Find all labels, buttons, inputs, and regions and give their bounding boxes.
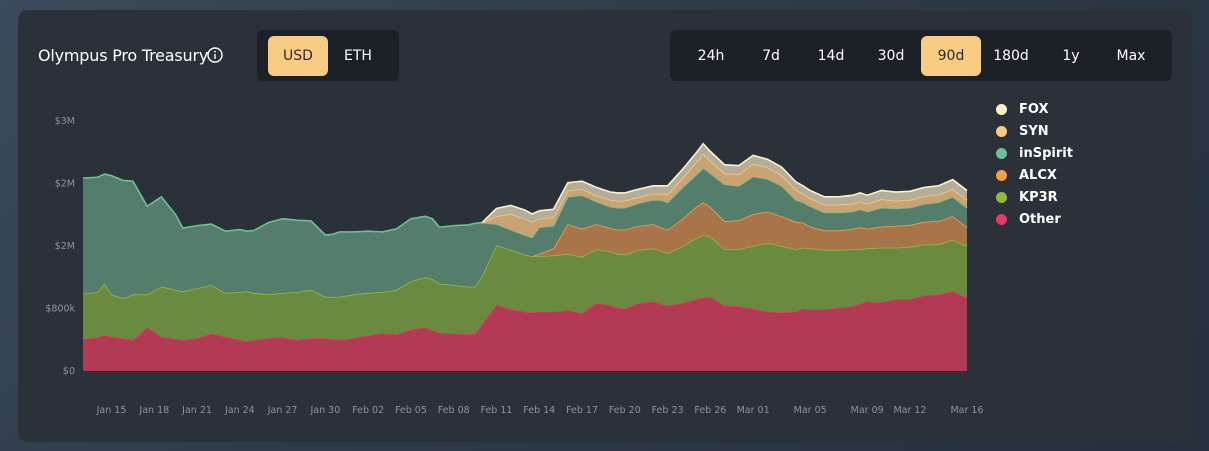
x-tick-label: Mar 12 bbox=[893, 405, 926, 416]
y-tick-label: $3M bbox=[55, 116, 75, 127]
x-tick-label: Mar 09 bbox=[851, 405, 884, 416]
timeframe-14d-button[interactable]: 14d bbox=[817, 48, 845, 64]
x-tick-label: Feb 17 bbox=[566, 405, 598, 416]
legend-item-other[interactable]: Other bbox=[996, 208, 1073, 230]
y-tick-label: $0 bbox=[63, 366, 75, 377]
legend-label: SYN bbox=[1019, 123, 1049, 139]
area-inspirit bbox=[83, 167, 967, 299]
x-tick-label: Feb 11 bbox=[481, 405, 513, 416]
info-icon[interactable] bbox=[207, 47, 223, 63]
legend-dot bbox=[996, 169, 1007, 181]
x-tick-label: Jan 30 bbox=[310, 405, 341, 416]
area-alcx bbox=[83, 202, 967, 299]
x-tick-label: Mar 01 bbox=[737, 405, 770, 416]
legend-label: Other bbox=[1019, 211, 1061, 227]
area-fox bbox=[83, 143, 967, 236]
legend-dot bbox=[996, 103, 1007, 115]
legend-item-syn[interactable]: SYN bbox=[996, 120, 1073, 142]
timeframe-24h-button[interactable]: 24h bbox=[697, 48, 725, 64]
legend-item-fox[interactable]: FOX bbox=[996, 98, 1073, 120]
x-tick-label: Feb 23 bbox=[652, 405, 684, 416]
timeframe-max-button[interactable]: Max bbox=[1116, 48, 1146, 64]
timeframe-selector: 24h 7d 14d 30d 90d 180d 1y Max bbox=[670, 30, 1172, 81]
legend-item-alcx[interactable]: ALCX bbox=[996, 164, 1073, 186]
x-tick-label: Mar 05 bbox=[794, 405, 827, 416]
x-tick-label: Jan 27 bbox=[267, 405, 298, 416]
y-tick-label: $800k bbox=[45, 304, 75, 315]
timeframe-30d-button[interactable]: 30d bbox=[877, 48, 905, 64]
area-syn bbox=[83, 153, 967, 238]
legend-item-inspirit[interactable]: inSpirit bbox=[996, 142, 1073, 164]
x-tick-label: Jan 18 bbox=[138, 405, 169, 416]
currency-eth-button[interactable]: ETH bbox=[344, 48, 372, 64]
x-tick-label: Jan 24 bbox=[224, 405, 255, 416]
page-title: Olympus Pro Treasury bbox=[38, 46, 209, 65]
timeframe-180d-button[interactable]: 180d bbox=[993, 48, 1029, 64]
x-tick-label: Feb 05 bbox=[395, 405, 427, 416]
x-tick-label: Mar 16 bbox=[950, 405, 983, 416]
y-tick-label: $2M bbox=[55, 241, 75, 252]
x-tick-label: Feb 02 bbox=[352, 405, 384, 416]
x-tick-label: Feb 08 bbox=[438, 405, 470, 416]
currency-usd-button[interactable]: USD bbox=[268, 36, 328, 76]
legend-item-kp3r[interactable]: KP3R bbox=[996, 186, 1073, 208]
timeframe-1y-button[interactable]: 1y bbox=[1062, 48, 1080, 64]
x-tick-label: Jan 15 bbox=[96, 405, 127, 416]
legend-dot bbox=[996, 147, 1007, 159]
legend-label: inSpirit bbox=[1019, 145, 1073, 161]
line-fox bbox=[481, 142, 968, 224]
x-tick-label: Feb 20 bbox=[609, 405, 641, 416]
x-tick-label: Feb 14 bbox=[523, 405, 555, 416]
legend-dot bbox=[996, 213, 1007, 225]
area-kp3r bbox=[83, 235, 967, 342]
x-tick-label: Jan 21 bbox=[181, 405, 212, 416]
legend-label: KP3R bbox=[1019, 189, 1058, 205]
chart-legend: FOX SYN inSpirit ALCX KP3R Other bbox=[996, 98, 1073, 230]
timeframe-90d-button[interactable]: 90d bbox=[921, 36, 981, 76]
legend-label: ALCX bbox=[1019, 167, 1057, 183]
area-other bbox=[83, 291, 967, 371]
legend-label: FOX bbox=[1019, 101, 1049, 117]
x-tick-label: Feb 26 bbox=[694, 405, 726, 416]
legend-dot bbox=[996, 125, 1007, 137]
y-tick-label: $2M bbox=[55, 179, 75, 190]
timeframe-7d-button[interactable]: 7d bbox=[762, 48, 780, 64]
currency-toggle: USD ETH bbox=[257, 30, 399, 81]
legend-dot bbox=[996, 191, 1007, 203]
